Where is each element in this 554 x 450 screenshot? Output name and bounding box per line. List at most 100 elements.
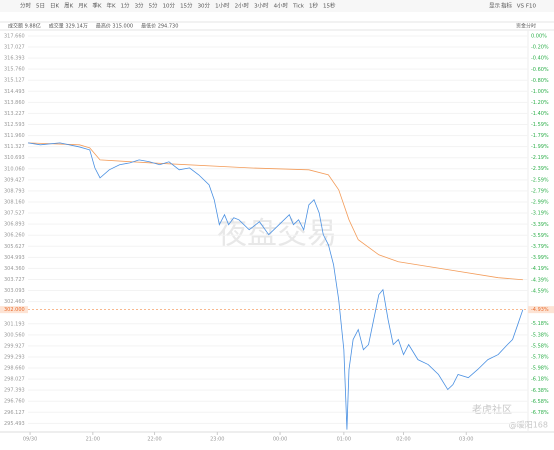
y-tick-label: 308.160 xyxy=(4,199,25,205)
y-tick-label: 317.660 xyxy=(4,33,25,39)
y-tick-label: 304.993 xyxy=(4,255,25,261)
last-pct-label: -4.93% xyxy=(531,307,549,313)
toolbar-item: 年K xyxy=(106,2,116,10)
footer-user: @暖阳168 xyxy=(509,421,548,430)
last-price-label: 302.000 xyxy=(4,307,25,313)
y2-tick-label: -1.99% xyxy=(531,144,549,150)
x-tick-label: 21:00 xyxy=(86,437,100,443)
info-right: 资金分时 xyxy=(516,23,536,30)
toolbar-right: F10 xyxy=(526,4,537,10)
y2-tick-label: -5.98% xyxy=(531,366,549,372)
y2-tick-label: -6.18% xyxy=(531,377,549,383)
y-tick-label: 298.660 xyxy=(4,366,25,372)
toolbar-item: 月K xyxy=(78,3,88,10)
y2-tick-label: -5.38% xyxy=(531,332,549,338)
y-tick-label: 299.927 xyxy=(4,343,25,349)
x-tick-label: 03:00 xyxy=(459,437,473,443)
y-tick-label: 315.760 xyxy=(4,67,25,73)
y2-tick-label: -4.19% xyxy=(531,266,549,272)
y-tick-label: 308.793 xyxy=(4,188,25,194)
x-tick-label: 01:00 xyxy=(337,437,351,443)
y2-tick-label: -2.79% xyxy=(531,188,549,194)
toolbar-item: 1小时 xyxy=(215,2,230,10)
toolbar-item: 15分 xyxy=(180,2,193,10)
y-tick-label: 303.727 xyxy=(4,277,25,283)
y2-tick-label: -1.40% xyxy=(531,111,549,117)
y-tick-label: 296.127 xyxy=(4,410,25,416)
y-tick-label: 309.427 xyxy=(4,177,25,183)
y2-tick-label: -1.59% xyxy=(531,122,549,128)
y-tick-label: 313.227 xyxy=(4,111,25,117)
y2-tick-label: -3.99% xyxy=(531,255,549,261)
y2-tick-label: -0.40% xyxy=(531,56,549,62)
y-tick-label: 299.293 xyxy=(4,354,25,360)
toolbar-right: 指标 xyxy=(501,2,513,10)
y2-tick-label: -6.38% xyxy=(531,388,549,394)
last-pct-tag xyxy=(528,306,554,314)
y2-tick-label: -2.19% xyxy=(531,155,549,161)
y2-tick-label: -1.79% xyxy=(531,133,549,139)
y-tick-label: 312.593 xyxy=(4,122,25,128)
x-tick-label: 23:00 xyxy=(210,437,224,443)
y2-tick-label: -0.80% xyxy=(531,78,549,84)
info-item: 最高价 315.000 xyxy=(96,23,133,30)
toolbar-item: 5日 xyxy=(36,3,45,10)
y-tick-label: 300.560 xyxy=(4,332,25,338)
toolbar-right: VS xyxy=(517,4,525,10)
price-line xyxy=(27,142,523,281)
y-tick-label: 310.693 xyxy=(4,155,25,161)
toolbar-item: 2小时 xyxy=(235,2,250,10)
y-tick-label: 301.193 xyxy=(4,321,25,327)
y2-tick-label: 0.00% xyxy=(531,33,547,39)
toolbar-item: 15秒 xyxy=(323,2,336,10)
y2-tick-label: -3.79% xyxy=(531,244,549,250)
y2-tick-label: -0.60% xyxy=(531,67,549,73)
y2-tick-label: -6.78% xyxy=(531,410,549,416)
y2-tick-label: -3.39% xyxy=(531,222,549,228)
last-price-tag xyxy=(0,306,28,314)
y2-tick-label: -2.99% xyxy=(531,200,549,206)
y-tick-label: 305.627 xyxy=(4,244,25,250)
y-tick-label: 315.127 xyxy=(4,78,25,84)
price-line xyxy=(27,142,524,430)
y-tick-label: 307.527 xyxy=(4,211,25,217)
y-tick-label: 303.093 xyxy=(4,288,25,294)
toolbar-item: 3小时 xyxy=(254,2,269,10)
y-tick-label: 311.327 xyxy=(4,144,25,150)
info-item: 最低价 294.730 xyxy=(141,23,178,30)
y2-tick-label: -5.18% xyxy=(531,321,549,327)
info-item: 成交量 329.14万 xyxy=(49,23,88,30)
y2-tick-label: -5.58% xyxy=(531,343,549,349)
toolbar-item: 1分 xyxy=(121,2,130,10)
toolbar-bg xyxy=(0,0,554,12)
toolbar-item: 10分 xyxy=(163,2,176,10)
y-tick-label: 306.893 xyxy=(4,222,25,228)
y2-tick-label: -1.20% xyxy=(531,100,549,106)
watermark: 夜盘交易 xyxy=(217,217,337,252)
y2-tick-label: -3.19% xyxy=(531,211,549,217)
toolbar-item: 日K xyxy=(50,3,60,10)
y-tick-label: 311.960 xyxy=(4,133,25,139)
y-tick-label: 314.493 xyxy=(4,89,25,95)
y-tick-label: 297.393 xyxy=(4,388,25,394)
y-tick-label: 295.493 xyxy=(4,421,25,427)
y-tick-label: 317.027 xyxy=(4,45,25,51)
toolbar-item: 季K xyxy=(92,2,102,10)
y2-tick-label: -5.78% xyxy=(531,355,549,361)
y2-tick-label: -4.39% xyxy=(531,277,549,283)
y2-tick-label: -2.39% xyxy=(531,166,549,172)
toolbar-item: 5分 xyxy=(149,2,158,10)
y-tick-label: 302.460 xyxy=(4,299,25,305)
toolbar-item: 周K xyxy=(64,3,74,10)
info-item: 成交额 9.88亿 xyxy=(8,23,41,30)
toolbar-item: 4小时 xyxy=(274,2,289,10)
y-tick-label: 296.760 xyxy=(4,399,25,405)
y-tick-label: 298.027 xyxy=(4,377,25,383)
x-tick-label: 22:00 xyxy=(147,437,161,443)
toolbar-right: 显示 xyxy=(489,3,501,10)
y2-tick-label: -1.00% xyxy=(531,89,549,95)
y2-tick-label: -3.59% xyxy=(531,233,549,239)
y-tick-label: 306.260 xyxy=(4,233,25,239)
